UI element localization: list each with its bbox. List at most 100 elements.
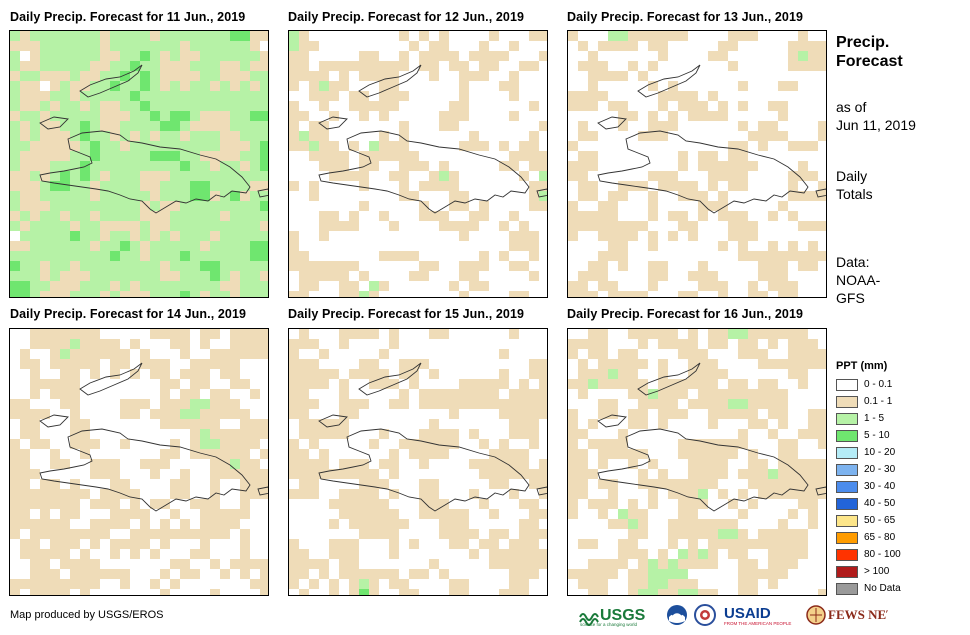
- as-of-label: as of: [836, 99, 867, 115]
- legend-item: 40 - 50: [836, 495, 901, 512]
- precip-map-5: [289, 329, 547, 595]
- cuba-coastline: [637, 64, 701, 98]
- legend-swatch: [836, 412, 858, 425]
- legend-swatch: [836, 446, 858, 459]
- legend-label: No Data: [864, 583, 901, 594]
- legend-item: 20 - 30: [836, 461, 901, 478]
- legend-item: > 100: [836, 563, 901, 580]
- legend-swatch: [836, 378, 858, 391]
- data-source-line2: NOAA-: [836, 272, 881, 288]
- legend-rows: 0 - 0.1 0.1 - 1 1 - 5 5 - 10 10 - 20 20 - 30 3…: [836, 376, 901, 597]
- panel-title-1: Daily Precip. Forecast for 11 Jun., 2019: [10, 10, 246, 24]
- legend-swatch: [836, 497, 858, 510]
- fewsnet-logo-text: FEWS NET: [828, 607, 888, 622]
- legend-label: 10 - 20: [864, 447, 896, 458]
- precip-grid: [10, 31, 268, 297]
- puerto-rico-coastline: [536, 188, 547, 198]
- cuba-coastline: [358, 362, 422, 396]
- hispaniola-coastline: [597, 130, 809, 214]
- legend-label: 0 - 0.1: [864, 379, 893, 390]
- precip-map-4: [10, 329, 268, 595]
- totals-line2: Totals: [836, 186, 873, 202]
- legend-item: 0.1 - 1: [836, 393, 901, 410]
- map-panel-6: [567, 328, 827, 596]
- cuba-coastline: [637, 362, 701, 396]
- puerto-rico-coastline: [815, 188, 826, 198]
- panel-title-5: Daily Precip. Forecast for 15 Jun., 2019: [288, 307, 525, 321]
- jamaica-coastline: [39, 414, 69, 428]
- legend-label: 30 - 40: [864, 481, 896, 492]
- as-of-date: as of Jun 11, 2019: [836, 98, 916, 134]
- precip-grid: [568, 329, 826, 595]
- legend-item: 5 - 10: [836, 427, 901, 444]
- map-panel-5: [288, 328, 548, 596]
- puerto-rico-coastline: [257, 188, 268, 198]
- legend-label: 5 - 10: [864, 430, 890, 441]
- usgs-logo-tagline: science for a changing world: [580, 622, 638, 627]
- legend-swatch: [836, 429, 858, 442]
- usaid-logo-text: USAID: [724, 605, 771, 622]
- jamaica-coastline: [39, 116, 69, 130]
- legend-item: No Data: [836, 580, 901, 597]
- legend-item: 80 - 100: [836, 546, 901, 563]
- legend-swatch: [836, 463, 858, 476]
- usaid-logo: USAID FROM THE AMERICAN PEOPLE: [724, 605, 791, 626]
- cuba-coastline: [79, 64, 143, 98]
- precip-grid: [568, 31, 826, 297]
- legend-swatch: [836, 565, 858, 578]
- precip-grid: [289, 329, 547, 595]
- panel-title-6: Daily Precip. Forecast for 16 Jun., 2019: [567, 307, 804, 321]
- dept-commerce-seal: [694, 604, 716, 626]
- legend-swatch: [836, 395, 858, 408]
- precip-grid: [289, 31, 547, 297]
- data-source-line3: GFS: [836, 290, 865, 306]
- map-panel-2: [288, 30, 548, 298]
- legend-swatch: [836, 514, 858, 527]
- hispaniola-coastline: [318, 130, 530, 214]
- legend-label: 20 - 30: [864, 464, 896, 475]
- precip-map-2: [289, 31, 547, 297]
- totals-line1: Daily: [836, 168, 868, 184]
- legend-swatch: [836, 582, 858, 595]
- map-panel-3: [567, 30, 827, 298]
- legend-label: 0.1 - 1: [864, 396, 893, 407]
- puerto-rico-coastline: [257, 486, 268, 496]
- usgs-logo-text: USGS: [600, 607, 646, 624]
- legend-label: 1 - 5: [864, 413, 885, 424]
- legend-swatch: [836, 548, 858, 561]
- jamaica-coastline: [597, 116, 627, 130]
- panel-title-3: Daily Precip. Forecast for 13 Jun., 2019: [567, 10, 804, 24]
- cuba-coastline: [358, 64, 422, 98]
- jamaica-coastline: [597, 414, 627, 428]
- noaa-logo: [667, 605, 687, 625]
- precip-grid: [10, 329, 268, 595]
- legend-swatch: [836, 531, 858, 544]
- legend-label: 65 - 80: [864, 532, 896, 543]
- legend-item: 1 - 5: [836, 410, 901, 427]
- hispaniola-coastline: [318, 428, 530, 512]
- legend-label: 80 - 100: [864, 549, 901, 560]
- map-panel-1: [9, 30, 269, 298]
- product-title: Precip. Forecast: [836, 33, 903, 71]
- legend-item: 10 - 20: [836, 444, 901, 461]
- map-credit: Map produced by USGS/EROS: [10, 609, 164, 621]
- legend-item: 65 - 80: [836, 529, 901, 546]
- panel-title-4: Daily Precip. Forecast for 14 Jun., 2019: [10, 307, 247, 321]
- hispaniola-coastline: [597, 428, 809, 512]
- legend-label: 40 - 50: [864, 498, 896, 509]
- usaid-logo-tagline: FROM THE AMERICAN PEOPLE: [724, 621, 791, 626]
- product-title-line1: Precip.: [836, 34, 890, 51]
- totals-note: Daily Totals: [836, 167, 873, 203]
- data-source-line1: Data:: [836, 254, 870, 270]
- precip-map-1: [10, 31, 268, 297]
- legend-label: > 100: [864, 566, 890, 577]
- hispaniola-coastline: [39, 130, 251, 214]
- jamaica-coastline: [318, 414, 348, 428]
- hispaniola-coastline: [39, 428, 251, 512]
- cuba-coastline: [79, 362, 143, 396]
- precip-map-3: [568, 31, 826, 297]
- as-of-value: Jun 11, 2019: [836, 117, 916, 133]
- puerto-rico-coastline: [815, 486, 826, 496]
- precip-map-6: [568, 329, 826, 595]
- product-title-line2: Forecast: [836, 53, 903, 70]
